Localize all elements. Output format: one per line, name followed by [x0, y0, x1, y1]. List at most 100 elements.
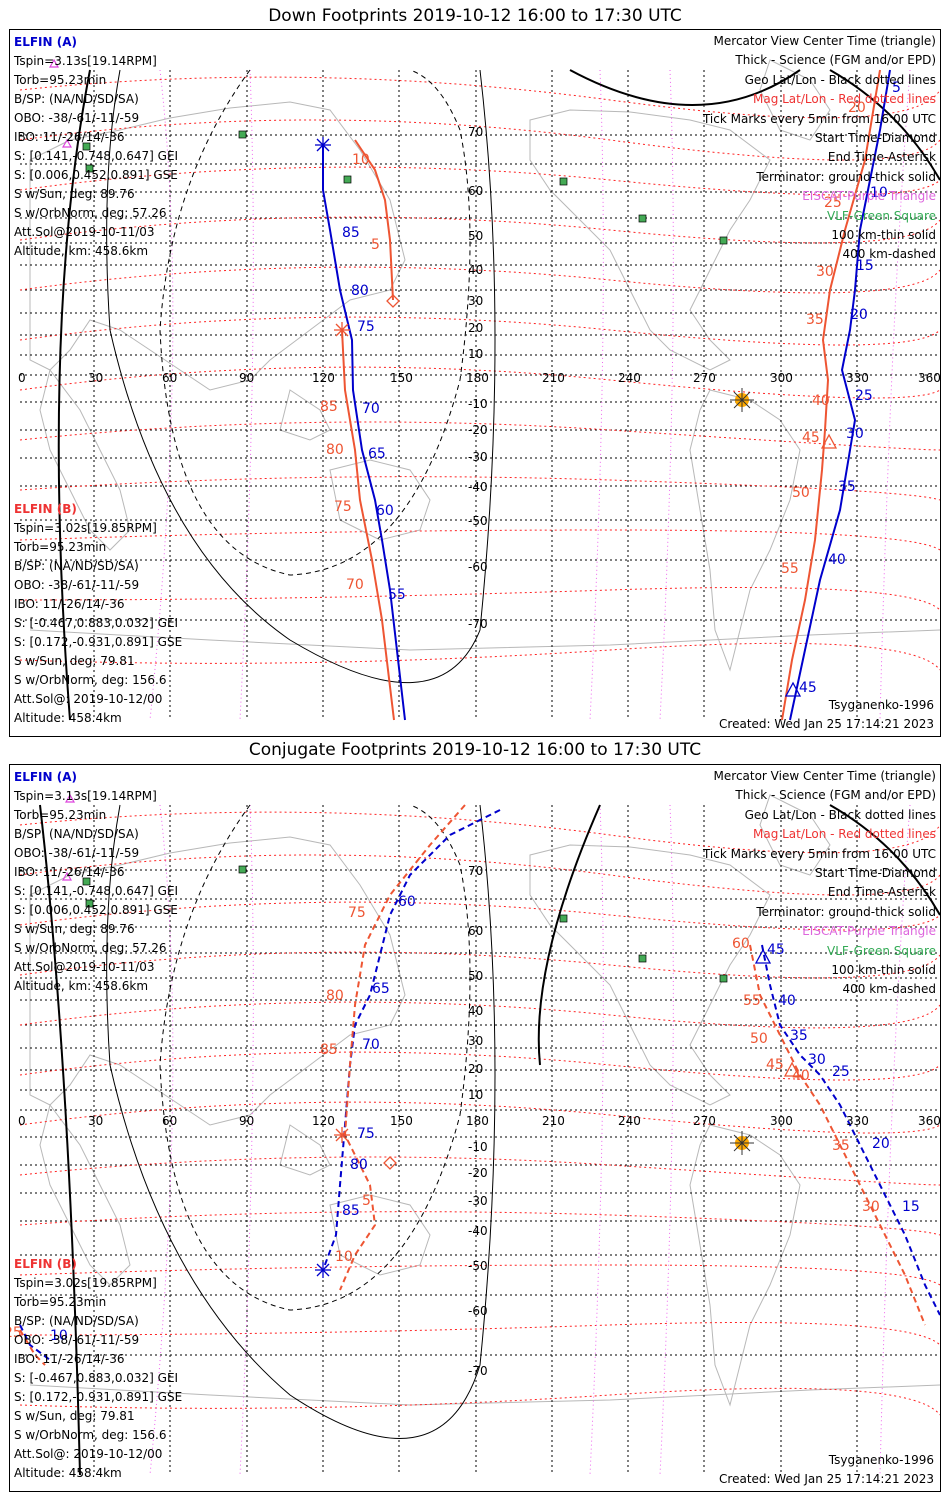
elfin-b-info-conjugate: ELFIN (B) Tspin=3.02s[19.85RPM] Torb=95.… [14, 1255, 182, 1483]
legend-item: VLF-Green Square [827, 208, 936, 223]
info-line: Tspin=3.02s[19.85RPM] [14, 521, 157, 535]
track-tick-label: 30 [846, 426, 864, 442]
track-tick-label: 25 [10, 1325, 22, 1341]
legend-item: Mercator View Center Time (triangle) [713, 34, 936, 48]
lat-tick: 10 [468, 347, 483, 361]
track-tick-label: 35 [790, 1028, 808, 1044]
legend-item: End Time-Asterisk [827, 885, 936, 900]
lon-tick: 60 [162, 371, 177, 385]
info-line: S: [0.141,-0.748,0.647] GEI [14, 884, 179, 898]
end-asterisk-icon [315, 137, 331, 153]
track-tick-label: 45 [767, 942, 785, 958]
lon-axis-conjugate: 0 30 60 90 120 150 180 210 240 270 300 3… [18, 1114, 940, 1128]
track-tick-label: 70 [362, 401, 380, 417]
track-tick-label: 75 [357, 1126, 375, 1142]
tick-labels-a-conjugate: 60 65 70 75 80 85 45 40 35 30 25 20 15 1… [50, 894, 920, 1344]
lat-tick: 20 [468, 321, 483, 335]
info-line: Torb=95.23min [14, 73, 107, 87]
lat-tick: 30 [468, 294, 483, 308]
track-tick-label: 55 [743, 993, 761, 1009]
track-tick-label: 70 [346, 577, 364, 593]
lat-tick: 70 [468, 125, 483, 139]
track-tick-label: 85 [320, 1042, 338, 1058]
info-line: S: [0.141,-0.748,0.647] GEI [14, 149, 179, 163]
info-line: Altitude: 458.4km [14, 1466, 122, 1480]
lon-tick: 90 [239, 1114, 254, 1128]
info-line: Att.Sol@2019-10-11/03 [14, 225, 155, 239]
center-triangle-icon [820, 433, 838, 449]
track-tick-label: 15 [856, 258, 874, 274]
track-tick-label: 35 [832, 1138, 850, 1154]
info-line: S: [-0.467,0.883,0.032] GEI [14, 616, 179, 630]
markers-down [315, 137, 838, 697]
start-diamond-icon [383, 1156, 397, 1170]
legend-item: Start Time-Diamond [814, 866, 936, 881]
markers-conjugate [315, 948, 801, 1278]
elfin-a-info-conjugate: ELFIN (A) Tspin=3.13s[19.14RPM] Torb=95.… [14, 768, 178, 996]
elfin-a-info-down: ELFIN (A) Tspin=3.13s[19.14RPM] Torb=95.… [14, 33, 178, 261]
info-line: S: [-0.467,0.883,0.032] GEI [14, 1371, 179, 1385]
lon-tick: 150 [390, 371, 413, 385]
info-line: Torb=95.23min [14, 1295, 107, 1309]
track-tick-label: 75 [348, 905, 366, 921]
info-line: S: [0.172,-0.931,0.891] GSE [14, 635, 183, 649]
lon-tick: 30 [88, 1114, 103, 1128]
lon-tick: 30 [88, 371, 103, 385]
track-tick-label: 45 [766, 1057, 784, 1073]
info-line: Torb=95.23min [14, 808, 107, 822]
legend-item: Mag Lat/Lon - Red dotted lines [752, 92, 936, 107]
legend-item: VLF-Green Square [827, 943, 936, 958]
legend-item: Mag Lat/Lon - Red dotted lines [752, 827, 936, 842]
lon-tick: 180 [466, 1114, 489, 1128]
lat-tick: 60 [468, 184, 483, 198]
lon-tick: 270 [693, 1114, 716, 1128]
track-tick-label: 60 [398, 894, 416, 910]
model-label: Tsyganenko-1996 [828, 698, 934, 712]
info-line: Att.Sol@: 2019-10-12/00 [14, 1447, 163, 1461]
lat-tick: 20 [468, 1062, 483, 1076]
track-tick-label: 10 [50, 1328, 68, 1344]
lon-tick: 180 [466, 371, 489, 385]
track-tick-label: 30 [862, 1199, 880, 1215]
lat-tick: 50 [468, 969, 483, 983]
start-diamond-icon [386, 294, 400, 308]
elfin-b-track-conjugate [19, 804, 926, 1366]
info-line: B/SP: (NA/ND/SD/SA) [14, 92, 139, 106]
info-line: S w/Sun, deg: 89.76 [14, 922, 135, 936]
sun-icon [730, 1131, 754, 1155]
info-line: OBO: -38/-61/-11/-59 [14, 1333, 140, 1347]
lon-axis-down: 0 30 60 90 120 150 180 210 240 270 300 3… [18, 371, 940, 385]
elfin-a-track-down [322, 69, 891, 721]
legend-item: 100 km-thin solid [831, 228, 936, 243]
info-line: S w/OrbNorm, deg: 156.6 [14, 1428, 167, 1442]
lat-tick: -10 [468, 397, 488, 411]
center-triangle-icon [754, 948, 772, 964]
info-line: Torb=95.23min [14, 540, 107, 554]
track-tick-label: 80 [351, 283, 369, 299]
legend-item: Tick Marks every 5min from 16:00 UTC [702, 111, 936, 126]
lon-tick: 0 [18, 1114, 26, 1128]
lon-tick: 300 [770, 371, 793, 385]
panel-title-conjugate: Conjugate Footprints 2019-10-12 16:00 to… [248, 740, 702, 760]
track-tick-label: 10 [335, 1249, 353, 1265]
mag-meridians-conjugate [149, 804, 911, 1476]
info-line: IBO: 11/-26/14/-36 [14, 865, 125, 879]
legend-item: Thick - Science (FGM and/or EPD) [735, 53, 936, 68]
lat-tick: -10 [468, 1140, 488, 1154]
terminator-conjugate [39, 804, 940, 1476]
lon-tick: 360 [918, 371, 940, 385]
lat-tick: -70 [468, 617, 488, 631]
track-tick-label: 5 [892, 80, 901, 96]
legend-item: End Time-Asterisk [827, 150, 936, 165]
lon-tick: 120 [312, 1114, 335, 1128]
lat-tick: -60 [468, 560, 488, 574]
info-line: Altitude, km: 458.6km [14, 979, 149, 993]
info-line: S w/OrbNorm, deg: 57.26 [14, 206, 167, 220]
lat-tick: -20 [468, 423, 488, 437]
track-tick-label: 35 [838, 479, 856, 495]
track-tick-label: 85 [320, 399, 338, 415]
lon-tick: 210 [542, 1114, 565, 1128]
tick-labels-a-down: 85 80 75 70 65 60 55 5 10 15 20 25 30 35… [342, 80, 901, 696]
info-line: OBO: -38/-61/-11/-59 [14, 846, 140, 860]
lat-tick: 50 [468, 229, 483, 243]
